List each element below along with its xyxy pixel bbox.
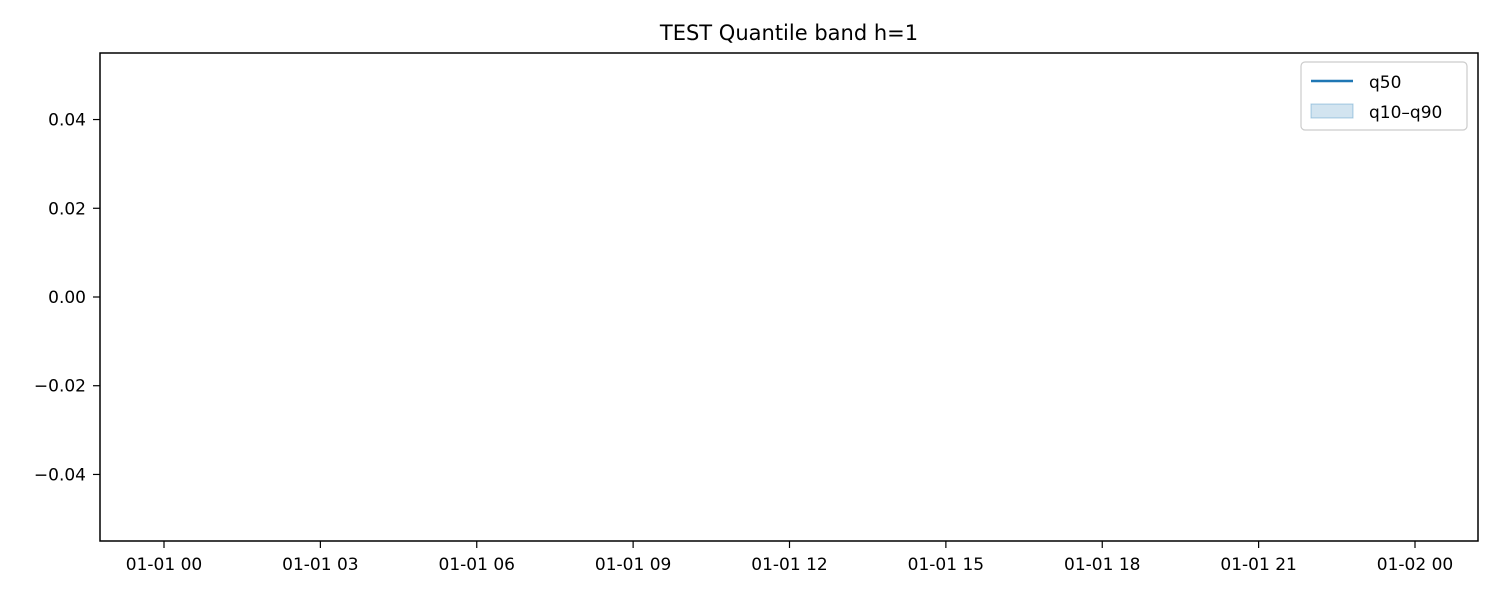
y-tick-label: 0.00 [48,288,86,308]
x-tick-label: 01-01 15 [908,555,984,575]
x-axis: 01-01 00 01-01 03 01-01 06 01-01 09 01-01 12… [126,541,1453,575]
y-tick-label: −0.04 [34,465,86,485]
x-tick-label: 01-01 06 [439,555,515,575]
x-tick-label: 01-02 00 [1377,555,1453,575]
y-tick-label: 0.02 [48,199,86,219]
legend-swatch-band [1310,103,1354,119]
y-axis: 0.04 0.02 0.00 −0.02 −0.04 [34,111,100,485]
chart-title: TEST Quantile band h=1 [659,21,918,45]
x-tick-label: 01-01 03 [282,555,358,575]
x-tick-label: 01-01 09 [595,555,671,575]
legend-frame [1300,61,1468,131]
legend-label: q50 [1369,73,1401,93]
y-tick-label: 0.04 [48,111,86,131]
x-tick-label: 01-01 00 [126,555,202,575]
x-tick-label: 01-01 12 [751,555,827,575]
y-tick-label: −0.02 [34,377,86,397]
plot-area-frame [99,52,1479,542]
x-tick-label: 01-01 18 [1064,555,1140,575]
x-tick-label: 01-01 21 [1220,555,1296,575]
legend-label: q10–q90 [1369,103,1442,123]
legend: q50 q10–q90 [1300,61,1468,131]
